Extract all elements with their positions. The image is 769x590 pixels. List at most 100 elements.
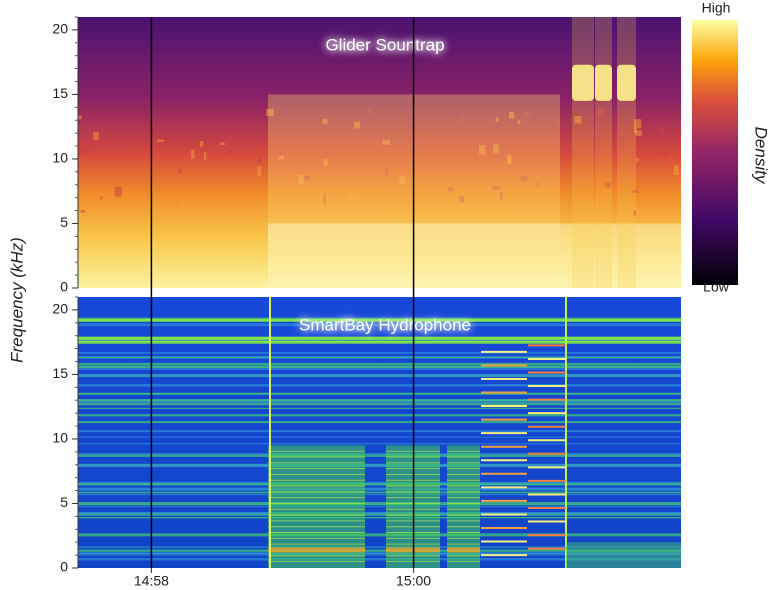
spectrogram — [78, 17, 681, 288]
texture — [78, 115, 82, 120]
y-tick-label: 0 — [60, 279, 68, 295]
texture — [462, 115, 465, 125]
texture — [191, 149, 195, 159]
texture — [257, 166, 262, 176]
texture — [323, 159, 329, 166]
texture — [322, 119, 328, 124]
x-tick-label: 15:00 — [396, 573, 431, 589]
texture — [658, 127, 665, 135]
texture — [559, 199, 567, 209]
texture — [399, 176, 406, 185]
texture — [634, 127, 637, 134]
colorbar — [692, 20, 738, 285]
texture — [367, 107, 371, 114]
texture — [354, 121, 360, 129]
texture — [636, 158, 639, 162]
colorbar-high: High — [702, 0, 731, 16]
texture — [281, 140, 290, 144]
colorbar-label: Density — [752, 127, 769, 185]
y-tick-label: 10 — [52, 430, 68, 446]
texture — [617, 17, 636, 288]
texture — [633, 119, 642, 129]
y-tick-label: 15 — [52, 85, 68, 101]
texture — [265, 108, 274, 116]
texture — [517, 119, 521, 125]
texture — [384, 167, 388, 177]
texture — [268, 547, 365, 553]
texture — [479, 145, 486, 155]
texture — [229, 149, 234, 155]
x-tick-label: 14:58 — [134, 573, 169, 589]
texture — [78, 146, 83, 155]
colorbar-low: Low — [703, 279, 730, 295]
texture — [572, 64, 594, 101]
texture — [114, 186, 122, 197]
texture — [673, 165, 679, 176]
texture — [493, 144, 499, 154]
texture — [199, 140, 204, 147]
texture — [633, 210, 637, 216]
texture — [258, 154, 262, 163]
texture — [278, 155, 285, 160]
texture — [459, 195, 465, 203]
texture — [500, 192, 503, 200]
texture — [507, 155, 512, 165]
texture — [220, 142, 225, 146]
texture — [383, 132, 388, 141]
texture — [574, 116, 582, 124]
texture — [604, 182, 611, 189]
texture — [347, 193, 354, 200]
texture — [597, 108, 606, 117]
texture — [509, 111, 515, 119]
texture — [501, 134, 508, 138]
y-tick-label: 15 — [52, 365, 68, 381]
y-tick-label: 5 — [60, 214, 68, 230]
y-axis-label: Frequency (kHz) — [7, 237, 26, 363]
y-tick-label: 20 — [52, 21, 68, 37]
texture — [80, 209, 85, 213]
texture — [567, 149, 575, 153]
texture — [492, 185, 500, 190]
spectrogram — [78, 297, 681, 568]
texture — [83, 148, 92, 152]
texture — [617, 64, 636, 101]
texture — [203, 152, 207, 161]
texture — [447, 547, 480, 553]
texture — [631, 189, 638, 194]
texture — [100, 196, 103, 200]
texture — [293, 202, 298, 212]
texture — [227, 135, 235, 141]
texture — [635, 130, 642, 136]
texture — [177, 168, 182, 174]
texture — [566, 542, 681, 568]
texture — [180, 202, 185, 210]
texture — [382, 139, 391, 145]
texture — [495, 117, 499, 122]
texture — [557, 119, 560, 129]
y-tick-label: 20 — [52, 301, 68, 317]
texture — [521, 175, 528, 182]
texture — [332, 141, 340, 147]
texture — [595, 64, 612, 101]
panel-title: Glider Sountrap — [325, 35, 444, 54]
texture — [93, 131, 99, 140]
texture — [536, 182, 540, 187]
texture — [156, 139, 165, 142]
texture — [414, 130, 422, 137]
texture — [595, 17, 612, 288]
texture — [447, 187, 454, 192]
texture — [504, 138, 508, 146]
texture — [662, 152, 669, 157]
texture — [268, 223, 681, 288]
panel-title: SmartBay Hydrophone — [299, 315, 471, 334]
texture — [302, 175, 310, 181]
texture — [323, 194, 326, 205]
texture — [523, 111, 530, 116]
y-tick-label: 0 — [60, 559, 68, 575]
y-tick-label: 5 — [60, 494, 68, 510]
texture — [617, 198, 623, 201]
texture — [572, 17, 594, 288]
texture — [298, 175, 305, 185]
y-tick-label: 10 — [52, 150, 68, 166]
